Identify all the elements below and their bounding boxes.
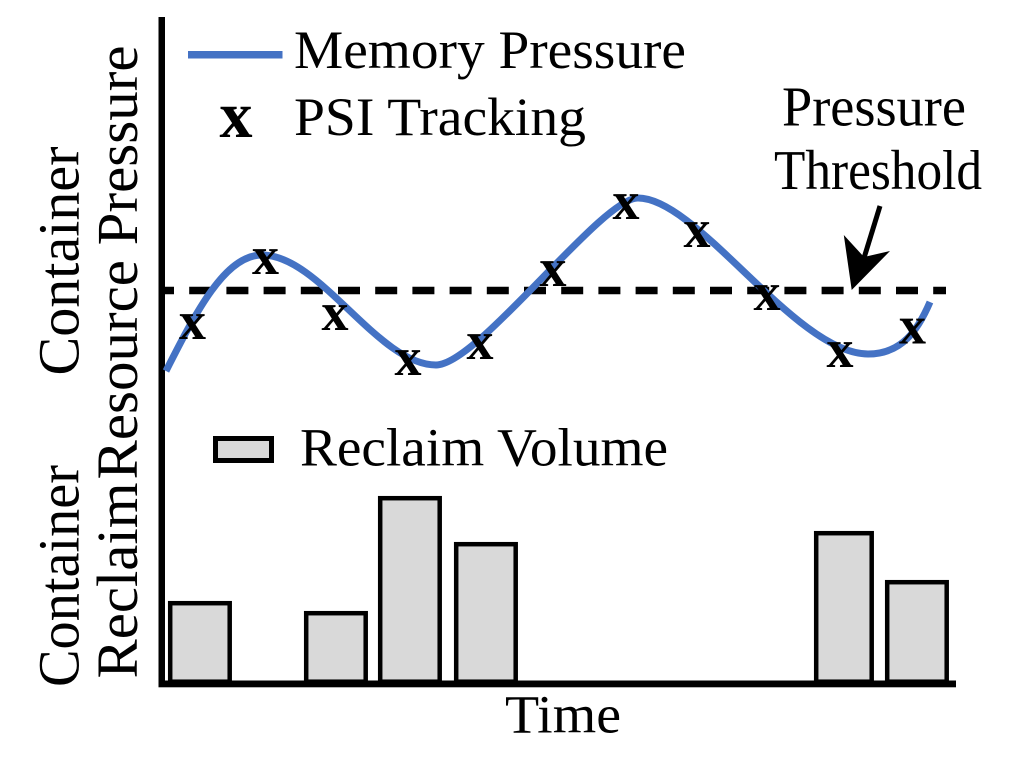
svg-text:Container: Container: [27, 147, 92, 376]
svg-text:x: x: [220, 79, 253, 152]
svg-text:x: x: [827, 319, 854, 379]
svg-text:Pressure: Pressure: [782, 77, 966, 139]
svg-text:x: x: [899, 296, 926, 356]
svg-text:x: x: [467, 311, 494, 371]
svg-text:Memory Pressure: Memory Pressure: [294, 20, 686, 80]
svg-text:x: x: [395, 327, 422, 387]
svg-text:Reclaim: Reclaim: [85, 483, 150, 679]
svg-text:x: x: [322, 282, 349, 342]
svg-text:Reclaim Volume: Reclaim Volume: [300, 418, 668, 478]
svg-text:Time: Time: [505, 685, 621, 745]
svg-text:x: x: [754, 262, 781, 322]
svg-text:Threshold: Threshold: [774, 140, 982, 202]
svg-text:PSI Tracking: PSI Tracking: [294, 87, 586, 147]
svg-text:x: x: [179, 291, 206, 351]
svg-text:Resource Pressure: Resource Pressure: [85, 46, 150, 480]
svg-text:x: x: [540, 238, 567, 298]
svg-text:Container: Container: [27, 465, 92, 687]
svg-text:x: x: [252, 226, 279, 286]
svg-text:x: x: [684, 199, 711, 259]
svg-text:x: x: [613, 171, 640, 231]
